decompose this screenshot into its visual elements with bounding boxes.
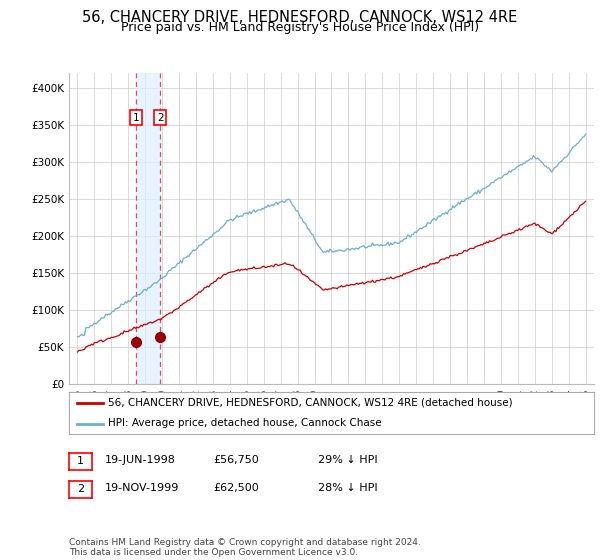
Text: 19-JUN-1998: 19-JUN-1998 xyxy=(105,455,176,465)
Text: Price paid vs. HM Land Registry's House Price Index (HPI): Price paid vs. HM Land Registry's House … xyxy=(121,21,479,34)
Text: 28% ↓ HPI: 28% ↓ HPI xyxy=(318,483,377,493)
Text: 56, CHANCERY DRIVE, HEDNESFORD, CANNOCK, WS12 4RE: 56, CHANCERY DRIVE, HEDNESFORD, CANNOCK,… xyxy=(82,10,518,25)
Text: £56,750: £56,750 xyxy=(213,455,259,465)
Text: Contains HM Land Registry data © Crown copyright and database right 2024.
This d: Contains HM Land Registry data © Crown c… xyxy=(69,538,421,557)
Text: 2: 2 xyxy=(77,484,84,494)
Text: 19-NOV-1999: 19-NOV-1999 xyxy=(105,483,179,493)
Text: 2: 2 xyxy=(157,113,163,123)
Text: 29% ↓ HPI: 29% ↓ HPI xyxy=(318,455,377,465)
Text: 1: 1 xyxy=(77,456,84,466)
Text: HPI: Average price, detached house, Cannock Chase: HPI: Average price, detached house, Cann… xyxy=(109,418,382,428)
Text: 1: 1 xyxy=(133,113,139,123)
Bar xyxy=(136,73,160,384)
Text: 56, CHANCERY DRIVE, HEDNESFORD, CANNOCK, WS12 4RE (detached house): 56, CHANCERY DRIVE, HEDNESFORD, CANNOCK,… xyxy=(109,398,513,408)
Text: £62,500: £62,500 xyxy=(213,483,259,493)
